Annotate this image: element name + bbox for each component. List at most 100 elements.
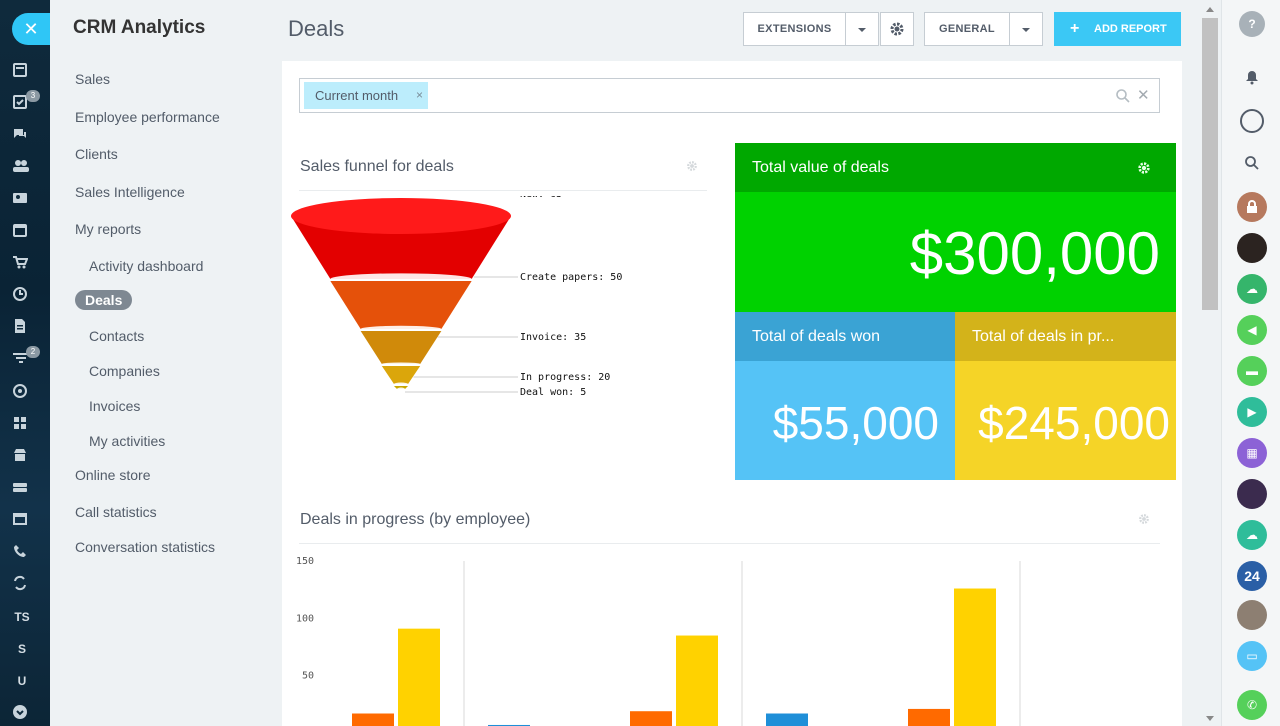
sidebar-item-my-reports[interactable]: My reports <box>75 221 142 237</box>
gear-icon <box>890 22 904 36</box>
crm-filter-icon[interactable] <box>12 350 30 368</box>
scroll-down-icon[interactable] <box>1205 715 1215 723</box>
bar[interactable] <box>488 724 530 726</box>
bar[interactable] <box>352 713 394 726</box>
deals-in-progress-tile-title: Total of deals in pr... <box>955 312 1176 361</box>
general-dropdown-button[interactable] <box>1009 12 1043 46</box>
sidebar-item-sales[interactable]: Sales <box>75 71 111 87</box>
phone-icon[interactable] <box>12 543 30 561</box>
video-icon[interactable]: ▶ <box>1237 397 1267 427</box>
target-icon[interactable] <box>12 383 30 401</box>
funnel-gear-icon[interactable] <box>686 160 698 172</box>
bar[interactable] <box>398 628 440 726</box>
search-icon[interactable] <box>1237 148 1267 178</box>
sidebar-item-companies[interactable]: Companies <box>89 363 160 379</box>
bar[interactable] <box>630 711 672 726</box>
general-button[interactable]: GENERAL <box>924 12 1010 46</box>
funnel-segment-shape <box>330 281 472 329</box>
employee-chart-gear-icon[interactable] <box>1138 513 1150 525</box>
filter-bar[interactable]: Current month × ✕ <box>299 78 1160 113</box>
bitrix24-icon[interactable]: 24 <box>1237 561 1267 591</box>
funnel-segment[interactable] <box>381 366 421 386</box>
help-icon[interactable]: ? <box>1239 11 1265 37</box>
document-icon[interactable] <box>12 318 30 336</box>
sidebar-item-invoices[interactable]: Invoices <box>89 398 141 414</box>
chat-bubble-icon[interactable]: ▬ <box>1237 356 1267 386</box>
bar[interactable] <box>766 713 808 726</box>
funnel-segment[interactable] <box>393 386 409 391</box>
drive-icon[interactable] <box>12 479 30 497</box>
settings-button[interactable] <box>880 12 914 46</box>
report-panel: Current month × ✕ Sales funnel for deals… <box>282 61 1182 726</box>
clear-filter-icon[interactable]: ✕ <box>1137 87 1150 104</box>
lock-icon[interactable] <box>1237 192 1267 222</box>
funnel-segment-shape <box>360 331 442 364</box>
filter-chip[interactable]: Current month × <box>304 82 428 109</box>
calendar-icon[interactable]: ▦ <box>1237 438 1267 468</box>
sidebar-item-call-statistics[interactable]: Call statistics <box>75 504 157 520</box>
apps-icon[interactable] <box>12 415 30 433</box>
bar[interactable] <box>676 635 718 726</box>
window-icon[interactable] <box>12 511 30 529</box>
sidebar-item-contacts[interactable]: Contacts <box>89 328 145 344</box>
sidebar-item-employee-performance[interactable]: Employee performance <box>75 109 220 125</box>
search-icon[interactable] <box>1115 88 1131 104</box>
rail-text-u[interactable]: U <box>17 674 27 688</box>
total-value-tile: Total value of deals $300,000 <box>735 143 1176 312</box>
megaphone-icon[interactable]: ◀ <box>1237 315 1267 345</box>
scrollbar-thumb[interactable] <box>1202 18 1218 310</box>
store-icon[interactable] <box>12 447 30 465</box>
bar[interactable] <box>954 588 996 726</box>
sidebar-item-activity-dashboard[interactable]: Activity dashboard <box>89 258 204 274</box>
funnel-chart: New: 65 Create papers: 50 Invoice: 35 In pr… <box>291 196 622 398</box>
messenger-icon[interactable] <box>1240 109 1264 133</box>
clock-icon[interactable] <box>12 286 30 304</box>
y-tick-label: 100 <box>296 613 314 624</box>
bell-icon[interactable] <box>1237 62 1267 92</box>
sync-icon[interactable] <box>12 575 30 593</box>
rail-text-ts[interactable]: TS <box>14 610 30 624</box>
employee-chart-title: Deals in progress (by employee) <box>300 511 531 528</box>
y-tick-label: 150 <box>296 556 314 567</box>
device-sync-icon[interactable]: ▭ <box>1237 641 1267 671</box>
funnel-segment[interactable] <box>360 331 442 366</box>
cloud-icon[interactable]: ☁ <box>1237 520 1267 550</box>
employee-chart-divider <box>299 543 1160 544</box>
gear-icon[interactable] <box>1137 161 1151 175</box>
funnel-segment[interactable] <box>330 281 472 333</box>
filter-chip-label: Current month <box>315 88 399 103</box>
chip-remove-icon[interactable]: × <box>415 88 423 102</box>
crm-badge: 2 <box>26 346 40 358</box>
phone-icon[interactable]: ✆ <box>1237 690 1267 720</box>
contacts-icon[interactable] <box>12 190 30 208</box>
feed-icon[interactable] <box>12 62 30 80</box>
sidebar-item-sales-intelligence[interactable]: Sales Intelligence <box>75 184 185 200</box>
sidebar-item-conversation-statistics[interactable]: Conversation statistics <box>75 539 216 555</box>
sidebar-item-deals[interactable]: Deals <box>75 290 133 310</box>
groups-icon[interactable] <box>12 158 30 176</box>
sidebar-item-clients[interactable]: Clients <box>75 146 118 162</box>
extensions-dropdown-button[interactable] <box>845 12 879 46</box>
scroll-up-icon[interactable] <box>1205 5 1215 13</box>
tasks-icon[interactable] <box>12 94 30 112</box>
chat-icon[interactable] <box>12 126 30 144</box>
extensions-button[interactable]: EXTENSIONS <box>743 12 846 46</box>
deals-won-tile-title: Total of deals won <box>735 312 955 361</box>
avatar[interactable] <box>1237 600 1267 630</box>
sidebar-item-my-activities[interactable]: My activities <box>89 433 166 449</box>
calendar-icon[interactable] <box>12 222 30 240</box>
close-icon[interactable]: ✕ <box>12 13 50 45</box>
bar[interactable] <box>908 708 950 726</box>
chevron-down-icon[interactable] <box>12 704 30 722</box>
sidebar: CRM Analytics Sales Employee performance… <box>50 0 282 726</box>
app-title: CRM Analytics <box>73 17 206 38</box>
rail-text-s[interactable]: S <box>17 642 26 656</box>
avatar[interactable] <box>1237 479 1267 509</box>
add-report-button[interactable]: + ADD REPORT <box>1054 12 1181 46</box>
sidebar-item-online-store[interactable]: Online store <box>75 467 151 483</box>
funnel-label: Deal won: 5 <box>520 387 586 398</box>
cloud-icon[interactable]: ☁ <box>1237 274 1267 304</box>
scrollbar[interactable] <box>1200 0 1220 726</box>
avatar[interactable] <box>1237 233 1267 263</box>
cart-icon[interactable] <box>12 254 30 272</box>
